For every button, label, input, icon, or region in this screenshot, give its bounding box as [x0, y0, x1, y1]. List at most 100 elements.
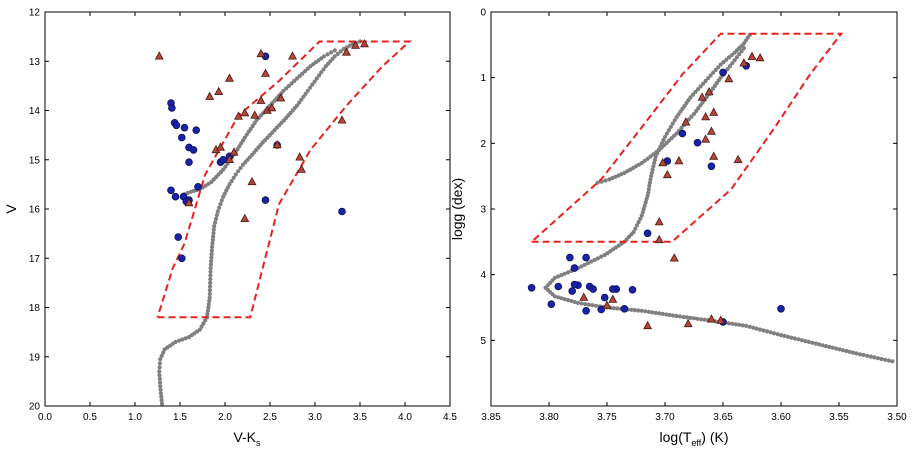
kiel-isochrone-dot	[579, 264, 584, 269]
cmd-isochrone-dot	[233, 172, 238, 177]
kiel-isochrone-dot	[730, 321, 735, 326]
cmd-isochrone-dot	[208, 277, 213, 282]
cmd-isochrone-dot	[159, 398, 164, 403]
cmd-y-tick-label: 14	[29, 106, 41, 117]
kiel-isochrone-dot	[792, 336, 798, 341]
cmd-triangle-point	[297, 164, 306, 173]
cmd-triangle-point	[216, 142, 225, 151]
cmd-branch-dot	[284, 86, 289, 91]
cmd-circle-point	[174, 233, 183, 241]
cmd-isochrone-dot	[207, 295, 212, 300]
cmd-triangle-point	[337, 115, 347, 124]
cmd-x-tick-label: 1.0	[128, 412, 142, 423]
kiel-circle-point	[582, 253, 590, 262]
kiel-isochrone-dot	[711, 70, 716, 75]
cmd-triangle-point	[225, 73, 234, 82]
cmd-x-axis: 0.0 0.5 1.0 1.5 2.0 2.5 3.0 3.5 4.0 4.5	[38, 12, 457, 423]
kiel-triangle-point	[706, 314, 716, 323]
kiel-x-tick-label: 3.55	[829, 412, 849, 423]
cmd-plot-area	[154, 38, 413, 406]
kiel-isochrone-dot	[716, 65, 721, 70]
cmd-isochrone-dot	[158, 357, 163, 362]
cmd-y-tick-label: 16	[29, 205, 41, 216]
cmd-isochrone-dot	[205, 312, 210, 317]
cmd-x-tick-label: 3.0	[308, 412, 322, 423]
kiel-isochrone-dot	[661, 137, 666, 143]
cmd-isochrone-dot	[207, 291, 212, 297]
kiel-circle-point	[589, 285, 597, 293]
cmd-branch-dot	[325, 52, 330, 57]
kiel-triangle-point	[733, 154, 743, 164]
cmd-isochrone-dot	[207, 298, 212, 303]
kiel-isochrone-dot	[566, 270, 571, 275]
kiel-circle-point	[678, 129, 687, 138]
kiel-branch-dot	[734, 55, 740, 60]
cmd-isochrone-dot	[208, 273, 213, 278]
kiel-branch-dot	[654, 150, 659, 155]
cmd-x-tick-label: 0.5	[83, 412, 97, 423]
kiel-isochrone-dot	[629, 307, 634, 312]
cmd-isochrone-dot	[209, 259, 214, 264]
cmd-triangle-point	[261, 68, 270, 77]
cmd-branch-dot	[332, 48, 337, 53]
cmd-x-axis-title: V-Ks	[233, 429, 261, 448]
kiel-isochrone-dot	[740, 323, 745, 328]
cmd-circle-point	[338, 207, 346, 216]
kiel-isochrone-dot	[642, 203, 647, 208]
kiel-plot-area	[527, 32, 895, 364]
kiel-triangles-series	[579, 51, 765, 330]
cmd-selection-box	[156, 40, 413, 319]
kiel-isochrone-dot	[693, 89, 698, 94]
cmd-circle-point	[189, 146, 198, 154]
kiel-isochrone-dot	[875, 356, 881, 361]
kiel-isochrone-dot	[638, 216, 643, 221]
kiel-isochrone-dot	[708, 73, 713, 78]
cmd-triangles-series	[154, 38, 369, 223]
cmd-branch-dot	[305, 66, 310, 71]
cmd-circle-point	[172, 121, 181, 130]
kiel-isochrone-dot	[664, 131, 670, 136]
kiel-selection-box	[530, 32, 844, 243]
cmd-branch-dot	[329, 50, 334, 55]
kiel-isochrone-dot	[664, 312, 669, 317]
kiel-branch-dot	[679, 125, 684, 130]
cmd-triangle-point	[184, 198, 194, 207]
cmd-circle-point	[178, 133, 186, 142]
cmd-isochrone-dot	[206, 305, 211, 310]
cmd-triangle-point	[256, 95, 266, 104]
kiel-isochrone-dot	[691, 316, 697, 321]
cmd-isochrone-dot	[201, 321, 206, 326]
kiel-isochrone-dot	[698, 317, 704, 322]
kiel-triangle-point	[602, 300, 612, 309]
kiel-isochrone-dot	[768, 330, 773, 335]
kiel-isochrone-dot	[636, 220, 641, 225]
cmd-isochrone-dot	[310, 82, 315, 87]
cmd-triangle-point	[267, 102, 277, 112]
kiel-branch-dot	[595, 180, 600, 185]
kiel-triangle-point	[709, 107, 719, 116]
cmd-triangle-point	[154, 51, 164, 60]
cmd-isochrone-dot	[158, 387, 163, 392]
kiel-y-tick-label: 2	[480, 139, 486, 150]
cmd-isochrone-dot	[218, 202, 223, 207]
kiel-branch-dot	[732, 58, 737, 63]
cmd-branch-dot	[289, 81, 294, 86]
cmd-branch-dot	[321, 54, 327, 59]
cmd-isochrone-dot	[180, 337, 185, 342]
cmd-isochrone-dot	[208, 266, 213, 271]
cmd-branch-dot	[297, 73, 302, 79]
kiel-x-tick-label: 3.75	[597, 412, 617, 423]
kiel-isochrone-dot	[643, 309, 648, 314]
kiel-isochrone-dot	[646, 190, 651, 195]
cmd-y-tick-label: 13	[29, 57, 41, 68]
cmd-isochrone-dot	[211, 231, 216, 236]
cmd-isochrone-dot	[211, 227, 216, 232]
kiel-circle-point	[527, 283, 536, 292]
kiel-x-axis-title: log(Teff) (K)	[660, 429, 729, 448]
cmd-isochrone-dot	[214, 213, 219, 218]
kiel-isochrone-dot	[582, 262, 587, 267]
cmd-isochrone-dot	[317, 73, 322, 78]
cmd-triangle-point	[229, 147, 239, 156]
cmd-isochrone-dot	[157, 373, 162, 378]
